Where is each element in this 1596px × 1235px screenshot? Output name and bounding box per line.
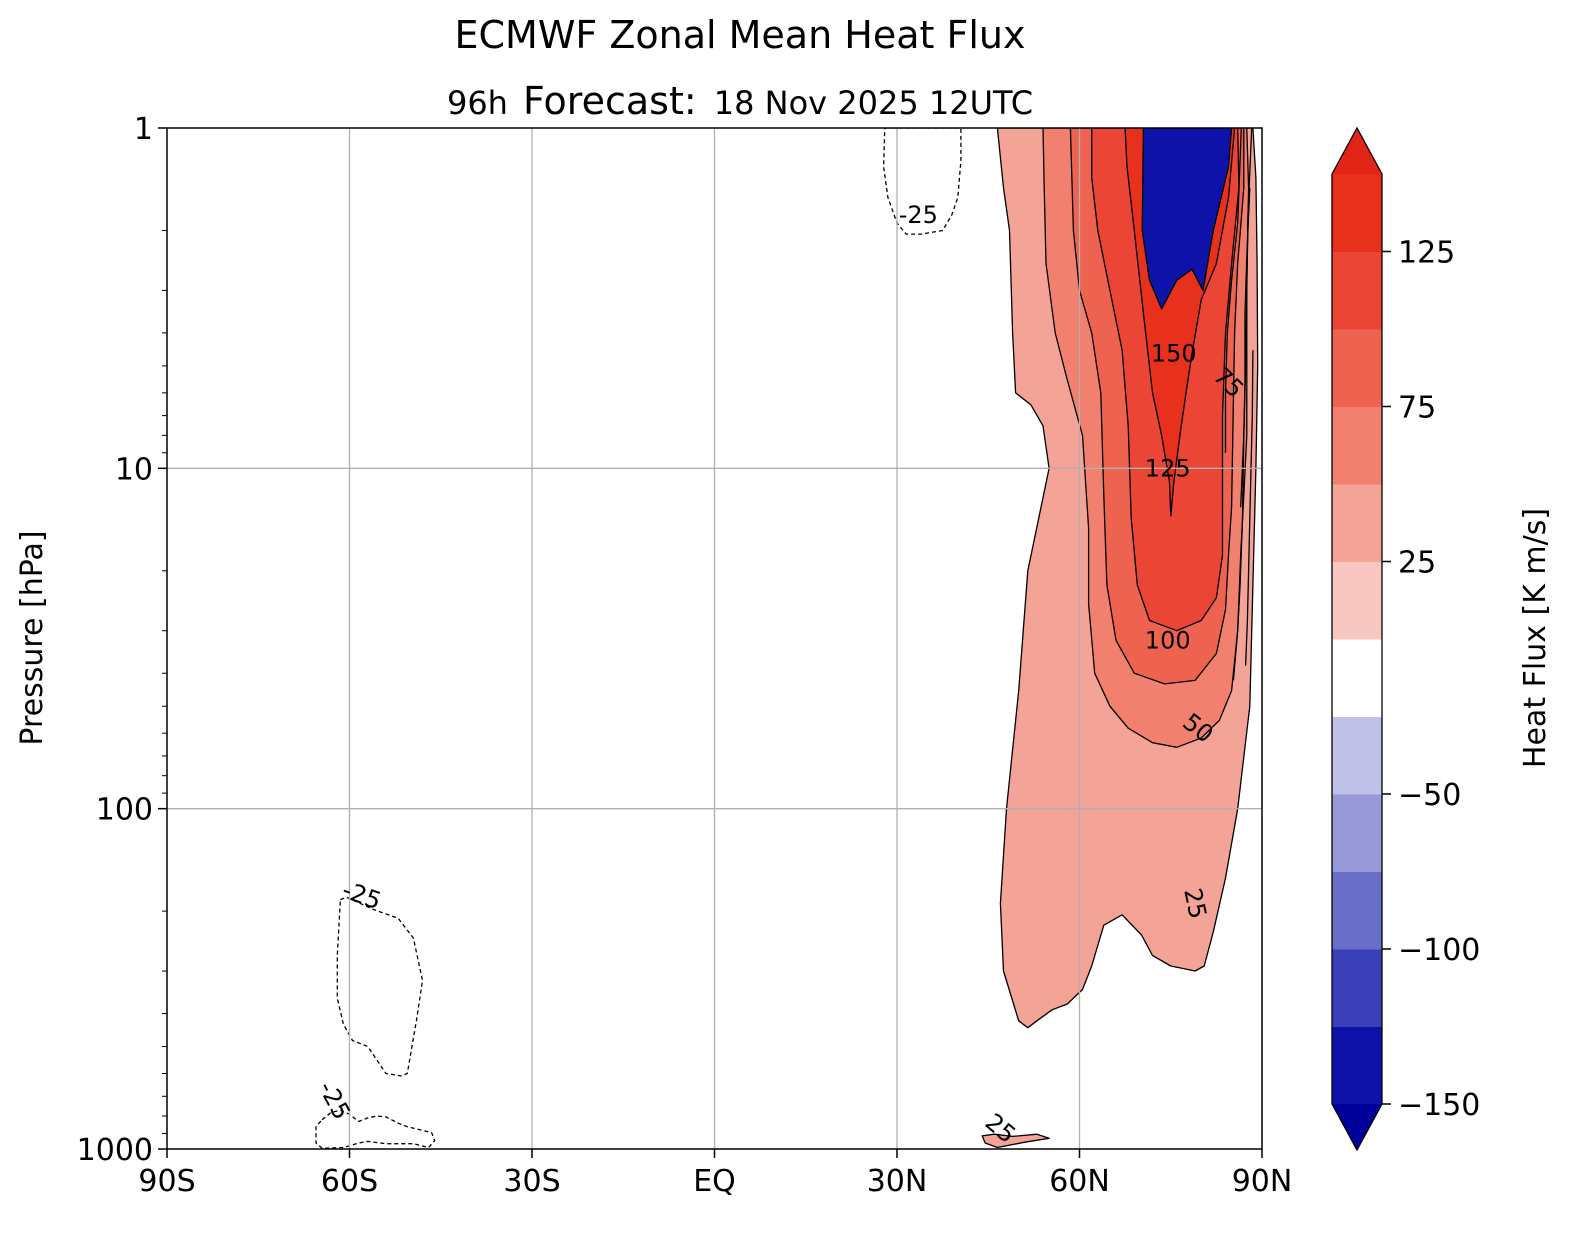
colorbar-segment	[1332, 716, 1382, 795]
filled-contours	[315, 128, 1259, 1149]
y-axis: 1 10 100 1000	[77, 112, 167, 1168]
contour-lines	[1224, 128, 1254, 681]
chart-title: ECMWF Zonal Mean Heat Flux	[455, 13, 1026, 57]
y-tick-label: 1	[134, 112, 153, 147]
contour-label-0: -25	[899, 201, 938, 229]
contour-125-north-edge	[1224, 128, 1242, 453]
subtitle-main: Forecast:	[523, 79, 697, 123]
chart-subtitle: 96h Forecast: 18 Nov 2025 12UTC	[447, 79, 1033, 123]
contour-region-pos-150	[1141, 128, 1233, 310]
y-tick-label: 10	[115, 452, 153, 487]
colorbar-segment	[1332, 484, 1382, 562]
contour-100-north-edge	[1240, 187, 1251, 508]
colorbar-label: Heat Flux [K m/s]	[1518, 508, 1553, 768]
colorbar-segment	[1332, 871, 1382, 950]
x-tick-label: 90S	[138, 1164, 195, 1199]
x-tick-label: 60S	[321, 1164, 378, 1199]
contour-region-neg-surface-60s	[315, 1109, 436, 1149]
contour-region-neg-midlevel-60s	[336, 896, 424, 1077]
colorbar-extend-max	[1332, 128, 1382, 174]
contour-region-neg-stratosphere-30n	[882, 128, 962, 235]
colorbar-tick-label: 25	[1398, 546, 1436, 581]
x-tick-label: 30N	[867, 1164, 928, 1199]
contour-label-4: 25	[1178, 886, 1212, 922]
x-tick-label: 30S	[503, 1164, 560, 1199]
x-tick-label: 60N	[1049, 1164, 1110, 1199]
contour-label-9: 150	[1151, 340, 1197, 368]
contour-label-7: 100	[1145, 626, 1191, 654]
subtitle-date: 18 Nov 2025 12UTC	[714, 84, 1033, 122]
colorbar-segment	[1332, 1026, 1382, 1105]
colorbar-segment	[1332, 329, 1382, 407]
colorbar-segment	[1332, 639, 1382, 717]
colorbar-tick-label: −100	[1398, 933, 1480, 968]
y-tick-label: 1000	[77, 1133, 153, 1168]
x-axis: 90S 60S 30S EQ 30N 60N 90N	[138, 1149, 1292, 1199]
x-tick-label: EQ	[693, 1164, 736, 1199]
colorbar-segment	[1332, 174, 1382, 252]
contour-label-8: 125	[1145, 454, 1191, 482]
grid-lines	[167, 128, 1262, 1149]
colorbar-tick-label: 75	[1398, 391, 1436, 426]
contour-150-north-edge	[1244, 350, 1254, 666]
colorbar-segment	[1332, 561, 1382, 640]
colorbar-extend-min	[1332, 1104, 1382, 1150]
colorbar-tick-label: −50	[1398, 778, 1461, 813]
subtitle-prefix: 96h	[447, 84, 508, 122]
y-axis-label: Pressure [hPa]	[15, 530, 50, 745]
y-tick-label: 100	[96, 793, 153, 828]
colorbar-tick-label: 125	[1398, 236, 1455, 271]
colorbar-segment	[1332, 406, 1382, 485]
colorbar-segment	[1332, 949, 1382, 1027]
colorbar: −150 −100 −50 25 75 125	[1331, 126, 1480, 1152]
contour-region-pos-surface-45n	[981, 1133, 1050, 1149]
colorbar-tick-label: −150	[1398, 1088, 1480, 1123]
colorbar-segment	[1332, 794, 1382, 872]
colorbar-segment	[1332, 251, 1382, 330]
x-tick-label: 90N	[1232, 1164, 1293, 1199]
